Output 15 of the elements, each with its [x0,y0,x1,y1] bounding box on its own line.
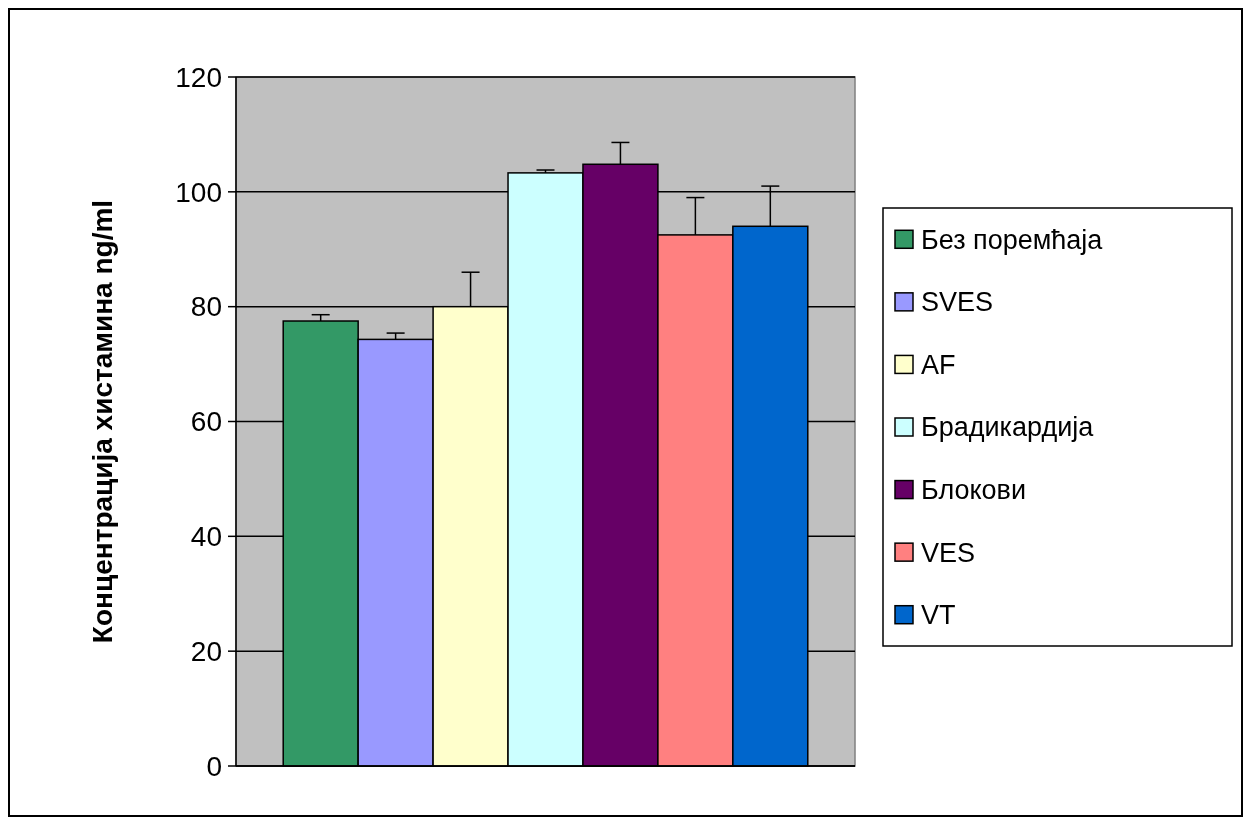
y-tick-label: 40 [190,521,222,553]
legend-label: Блокови [921,475,1027,506]
legend-label: SVES [921,287,994,318]
legend-label: Брадикардија [921,412,1095,443]
y-tick-label: 80 [190,291,222,323]
y-axis-title: Концентрација хистамина ng/ml [87,199,118,644]
legend-label: AF [921,349,956,380]
y-tick-label: 60 [190,406,222,438]
y-tick-label: 20 [190,635,222,667]
y-tick-label: 120 [175,61,222,93]
legend-label: VT [921,600,956,631]
legend-label: VES [921,537,976,568]
legend-label: Без поремћаја [921,224,1104,255]
y-tick-label: 100 [175,176,222,208]
y-tick-label: 0 [206,750,222,782]
